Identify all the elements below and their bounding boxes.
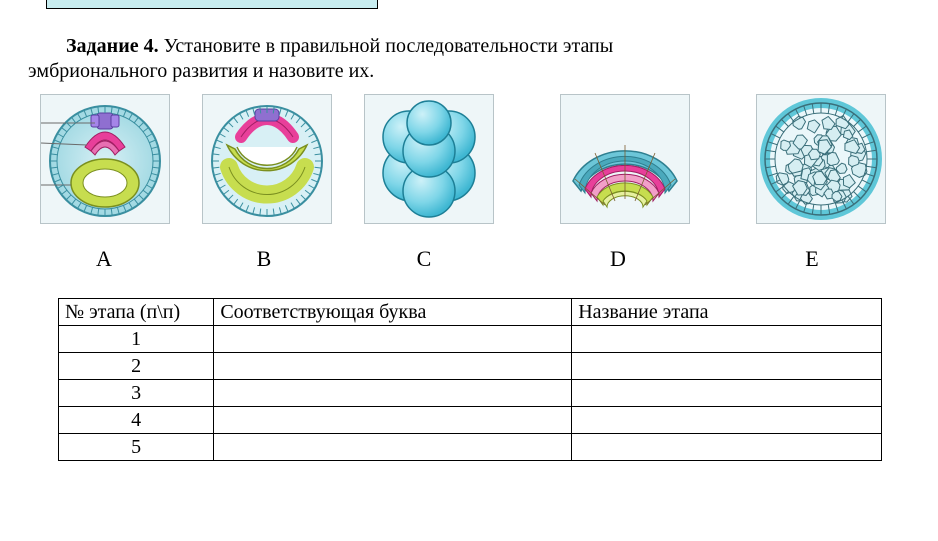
label-A: A: [40, 246, 168, 272]
cell-letter[interactable]: [214, 380, 572, 407]
image-D: [560, 94, 690, 224]
images-row: {}: [40, 94, 938, 224]
cell-name[interactable]: [572, 434, 882, 461]
image-A: {}: [40, 94, 170, 224]
image-C: [364, 94, 494, 224]
task-text-line2: эмбрионального развития и назовите их.: [28, 60, 374, 82]
image-B: [202, 94, 332, 224]
table-row: 4: [59, 407, 882, 434]
cell-num: 5: [59, 434, 214, 461]
task-text: Задание 4. Установите в правильной после…: [28, 34, 888, 84]
cell-name[interactable]: [572, 326, 882, 353]
answer-table: № этапа (п\п) Соответствующая буква Назв…: [58, 298, 882, 461]
table-row: 5: [59, 434, 882, 461]
cell-num: 4: [59, 407, 214, 434]
cropped-fragment-top: [46, 0, 378, 9]
table-header-row: № этапа (п\п) Соответствующая буква Назв…: [59, 299, 882, 326]
label-E: E: [748, 246, 876, 272]
image-E: [756, 94, 886, 224]
table-row: 1: [59, 326, 882, 353]
label-D: D: [554, 246, 682, 272]
cell-letter[interactable]: [214, 326, 572, 353]
table-row: 3: [59, 380, 882, 407]
th-letter: Соответствующая буква: [214, 299, 572, 326]
label-B: B: [200, 246, 328, 272]
cell-num: 2: [59, 353, 214, 380]
cell-num: 3: [59, 380, 214, 407]
cell-letter[interactable]: [214, 353, 572, 380]
th-num: № этапа (п\п): [59, 299, 214, 326]
image-labels-row: A B C D E: [40, 246, 938, 272]
th-name: Название этапа: [572, 299, 882, 326]
label-C: C: [360, 246, 488, 272]
cell-num: 1: [59, 326, 214, 353]
cell-name[interactable]: [572, 380, 882, 407]
task-text-line1: Установите в правильной последовательнос…: [159, 35, 614, 57]
cell-name[interactable]: [572, 407, 882, 434]
page: Задание 4. Установите в правильной после…: [0, 0, 938, 541]
task-title: Задание 4.: [66, 35, 159, 57]
table-row: 2: [59, 353, 882, 380]
cell-letter[interactable]: [214, 434, 572, 461]
cell-letter[interactable]: [214, 407, 572, 434]
cell-name[interactable]: [572, 353, 882, 380]
